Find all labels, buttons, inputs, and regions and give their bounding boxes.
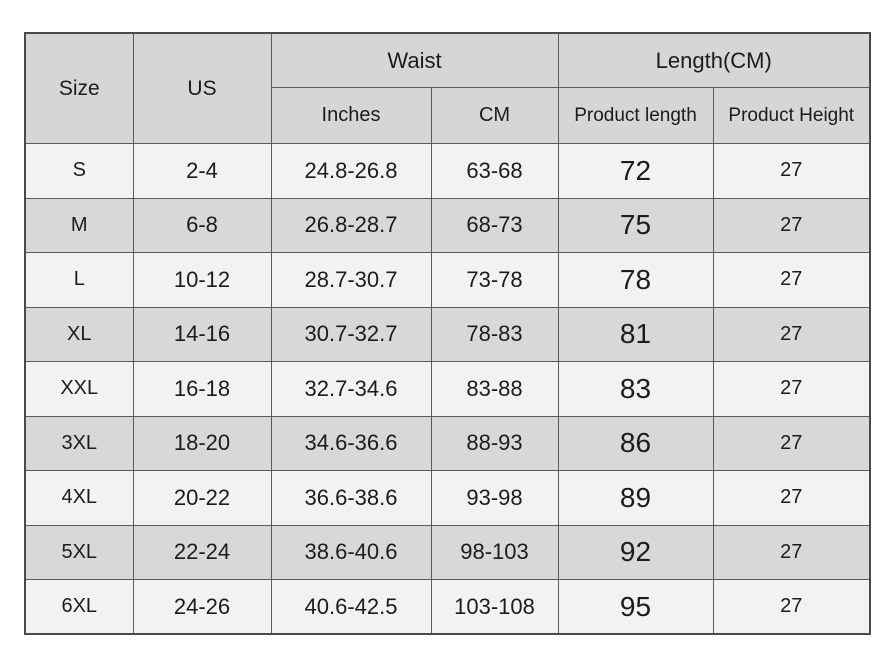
table-row: S 2-4 24.8-26.8 63-68 72 27 <box>24 143 871 199</box>
cell-size: 4XL <box>24 470 134 526</box>
cell-product-height: 27 <box>712 524 871 580</box>
table-row: 6XL 24-26 40.6-42.5 103-108 95 27 <box>24 579 871 635</box>
column-group-header-length: Length(CM) <box>557 32 871 88</box>
table-row: M 6-8 26.8-28.7 68-73 75 27 <box>24 197 871 253</box>
cell-product-height: 27 <box>712 361 871 417</box>
cell-waist-cm: 98-103 <box>430 524 559 580</box>
cell-us: 14-16 <box>132 306 272 362</box>
cell-us: 16-18 <box>132 361 272 417</box>
table-row: XXL 16-18 32.7-34.6 83-88 83 27 <box>24 361 871 417</box>
cell-size: 5XL <box>24 524 134 580</box>
size-chart-table: Size US Waist Length(CM) Inches CM Produ… <box>24 32 871 635</box>
column-header-product-length: Product length <box>557 87 714 144</box>
cell-size: XXL <box>24 361 134 417</box>
cell-waist-inches: 34.6-36.6 <box>270 415 432 471</box>
cell-size: 3XL <box>24 415 134 471</box>
cell-us: 20-22 <box>132 470 272 526</box>
header-row-groups: Size US Waist Length(CM) <box>24 32 871 144</box>
cell-waist-inches: 26.8-28.7 <box>270 197 432 253</box>
cell-product-length: 72 <box>557 143 714 199</box>
cell-us: 24-26 <box>132 579 272 635</box>
column-header-cm: CM <box>430 87 559 144</box>
cell-waist-cm: 88-93 <box>430 415 559 471</box>
table-row: 4XL 20-22 36.6-38.6 93-98 89 27 <box>24 470 871 526</box>
cell-us: 2-4 <box>132 143 272 199</box>
cell-product-length: 95 <box>557 579 714 635</box>
cell-us: 22-24 <box>132 524 272 580</box>
cell-waist-cm: 73-78 <box>430 252 559 308</box>
cell-waist-cm: 68-73 <box>430 197 559 253</box>
cell-waist-inches: 38.6-40.6 <box>270 524 432 580</box>
table-row: 3XL 18-20 34.6-36.6 88-93 86 27 <box>24 415 871 471</box>
cell-us: 6-8 <box>132 197 272 253</box>
cell-product-height: 27 <box>712 579 871 635</box>
table-body: S 2-4 24.8-26.8 63-68 72 27 M 6-8 26.8-28.7 68-73… <box>24 143 871 635</box>
cell-size: XL <box>24 306 134 362</box>
table-row: 5XL 22-24 38.6-40.6 98-103 92 27 <box>24 524 871 580</box>
cell-product-length: 92 <box>557 524 714 580</box>
cell-waist-inches: 36.6-38.6 <box>270 470 432 526</box>
header-row-subcolumns: Inches CM Product length Product Height <box>25 87 871 144</box>
cell-waist-inches: 28.7-30.7 <box>270 252 432 308</box>
cell-product-height: 27 <box>712 415 871 471</box>
cell-product-length: 78 <box>557 252 714 308</box>
cell-product-height: 27 <box>712 252 871 308</box>
cell-waist-cm: 103-108 <box>430 579 559 635</box>
cell-size: S <box>24 143 134 199</box>
cell-product-length: 81 <box>557 306 714 362</box>
cell-waist-inches: 40.6-42.5 <box>270 579 432 635</box>
cell-waist-cm: 63-68 <box>430 143 559 199</box>
column-header-us: US <box>132 32 272 144</box>
cell-size: L <box>24 252 134 308</box>
table-header: Size US Waist Length(CM) Inches CM Produ… <box>24 32 871 144</box>
cell-waist-inches: 24.8-26.8 <box>270 143 432 199</box>
table-row: XL 14-16 30.7-32.7 78-83 81 27 <box>24 306 871 362</box>
cell-size: M <box>24 197 134 253</box>
cell-product-length: 89 <box>557 470 714 526</box>
column-header-size: Size <box>24 32 134 144</box>
column-header-inches: Inches <box>270 87 432 144</box>
cell-us: 18-20 <box>132 415 272 471</box>
cell-product-height: 27 <box>712 470 871 526</box>
cell-waist-inches: 32.7-34.6 <box>270 361 432 417</box>
cell-product-height: 27 <box>712 143 871 199</box>
cell-product-height: 27 <box>712 306 871 362</box>
cell-product-length: 86 <box>557 415 714 471</box>
cell-waist-inches: 30.7-32.7 <box>270 306 432 362</box>
column-header-product-height: Product Height <box>712 87 871 144</box>
cell-size: 6XL <box>24 579 134 635</box>
cell-waist-cm: 83-88 <box>430 361 559 417</box>
cell-waist-cm: 93-98 <box>430 470 559 526</box>
table-row: L 10-12 28.7-30.7 73-78 78 27 <box>24 252 871 308</box>
cell-product-length: 75 <box>557 197 714 253</box>
cell-product-height: 27 <box>712 197 871 253</box>
cell-product-length: 83 <box>557 361 714 417</box>
column-group-header-waist: Waist <box>270 32 559 88</box>
cell-us: 10-12 <box>132 252 272 308</box>
cell-waist-cm: 78-83 <box>430 306 559 362</box>
